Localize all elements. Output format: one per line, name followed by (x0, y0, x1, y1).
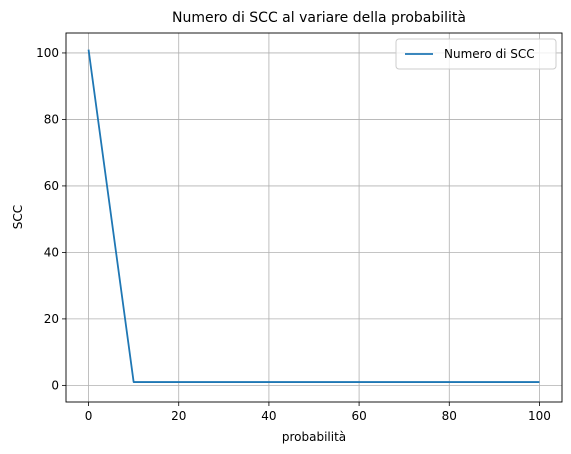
legend: Numero di SCC (395, 38, 557, 70)
x-tick-label: 0 (85, 409, 93, 423)
series-line-0 (87, 49, 540, 383)
y-tick-label: 100 (36, 46, 59, 60)
x-tick-label: 20 (171, 409, 186, 423)
y-axis-ticks: 0 20 40 60 80 100 (36, 46, 66, 392)
y-tick-label: 40 (44, 245, 59, 259)
x-tick-label: 40 (261, 409, 276, 423)
y-tick-label: 20 (44, 312, 59, 326)
x-tick-label: 100 (528, 409, 551, 423)
legend-entry: Numero di SCC (444, 47, 535, 61)
y-tick-label: 80 (44, 112, 59, 126)
plot-frame (65, 32, 563, 403)
y-tick-label: 0 (51, 378, 59, 392)
series-layer (87, 49, 540, 383)
x-tick-label: 60 (351, 409, 366, 423)
x-tick-label: 80 (442, 409, 457, 423)
x-axis-ticks: 0 20 40 60 80 100 (85, 402, 551, 423)
x-axis-label: probabilità (282, 430, 346, 444)
chart-title: Numero di SCC al variare della probabili… (172, 10, 466, 26)
grid (66, 33, 562, 402)
y-tick-label: 60 (44, 179, 59, 193)
y-axis-label: SCC (11, 205, 25, 229)
legend-box (395, 38, 557, 70)
